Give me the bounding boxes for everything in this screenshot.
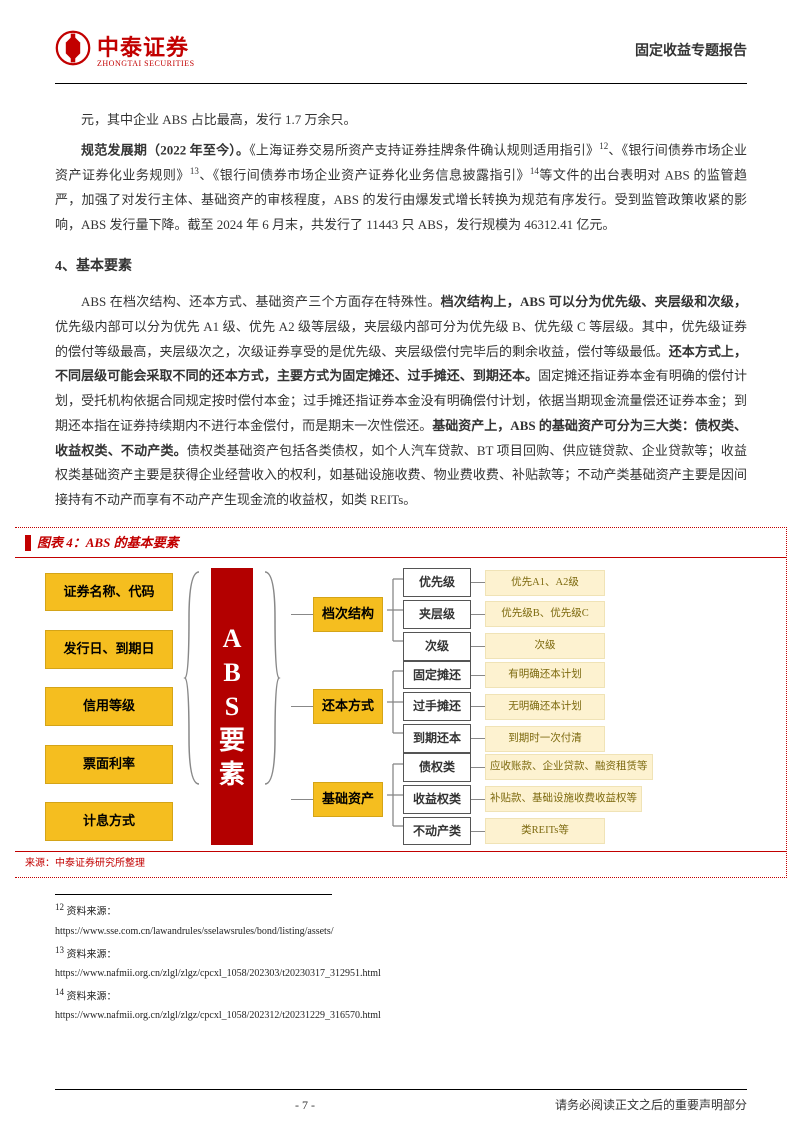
logo-cn-text: 中泰证券 — [97, 36, 195, 60]
sub-white-box: 债权类 — [403, 753, 471, 782]
category-group-0: 档次结构优先级优先A1、A2级夹层级优先级B、优先级C次级次级 — [291, 568, 778, 660]
brand-logo: 中泰证券 ZHONGTAI SECURITIES — [55, 30, 195, 75]
category-brace-icon — [387, 571, 403, 658]
sub-row: 不动产类类REITs等 — [403, 817, 653, 846]
sub-row: 夹层级优先级B、优先级C — [403, 600, 605, 629]
body-text: 元，其中企业 ABS 占比最高，发行 1.7 万余只。 规范发展期（2022 年… — [55, 108, 747, 513]
connector-line — [471, 767, 485, 768]
left-brace-icon — [183, 568, 201, 845]
sub-stack-0: 优先级优先A1、A2级夹层级优先级B、优先级C次级次级 — [403, 568, 605, 660]
category-group-2: 基础资产债权类应收账款、企业贷款、融资租赁等收益权类补贴款、基础设施收费收益权等… — [291, 753, 778, 845]
sub-row: 优先级优先A1、A2级 — [403, 568, 605, 597]
page-number: - 7 - — [295, 1094, 315, 1117]
para-2: 规范发展期（2022 年至今）。《上海证券交易所资产支持证券挂牌条件确认规则适用… — [55, 138, 747, 237]
sub-row: 到期还本到期时一次付清 — [403, 724, 605, 753]
page-footer: - 7 - 请务必阅读正文之后的重要声明部分 — [55, 1089, 747, 1117]
sub-row: 过手摊还无明确还本计划 — [403, 692, 605, 721]
figure-4: 图表 4：ABS 的基本要素 证券名称、代码发行日、到期日信用等级票面利率计息方… — [15, 527, 787, 879]
category-label-2: 基础资产 — [313, 782, 383, 817]
sub-row: 次级次级 — [403, 632, 605, 661]
section-heading-4: 4、基本要素 — [55, 254, 747, 281]
sub-beige-box: 有明确还本计划 — [485, 662, 605, 688]
figure-title: 图表 4：ABS 的基本要素 — [37, 531, 179, 556]
right-categories-col: 档次结构优先级优先A1、A2级夹层级优先级B、优先级C次级次级还本方式固定摊还有… — [291, 568, 778, 845]
sub-row: 收益权类补贴款、基础设施收费收益权等 — [403, 785, 653, 814]
figure-source: 来源：中泰证券研究所整理 — [15, 851, 786, 877]
sub-beige-box: 无明确还本计划 — [485, 694, 605, 720]
sub-beige-box: 补贴款、基础设施收费收益权等 — [485, 786, 642, 812]
footnote-14: 14 资料来源：https://www.nafmii.org.cn/zlgl/z… — [55, 984, 332, 1025]
sub-stack-1: 固定摊还有明确还本计划过手摊还无明确还本计划到期还本到期时一次付清 — [403, 661, 605, 753]
sub-beige-box: 优先A1、A2级 — [485, 570, 605, 596]
sub-beige-box: 优先级B、优先级C — [485, 601, 605, 627]
attr-box-3: 票面利率 — [45, 745, 173, 784]
connector-line — [471, 614, 485, 615]
logo-en-text: ZHONGTAI SECURITIES — [97, 60, 195, 69]
sub-white-box: 夹层级 — [403, 600, 471, 629]
connector-line — [471, 738, 485, 739]
title-accent-bar — [25, 535, 31, 551]
para-1: 元，其中企业 ABS 占比最高，发行 1.7 万余只。 — [55, 108, 747, 133]
category-label-0: 档次结构 — [313, 597, 383, 632]
category-group-1: 还本方式固定摊还有明确还本计划过手摊还无明确还本计划到期还本到期时一次付清 — [291, 661, 778, 753]
right-brace-icon — [263, 568, 281, 845]
category-label-1: 还本方式 — [313, 689, 383, 724]
connector-line — [471, 675, 485, 676]
sub-white-box: 不动产类 — [403, 817, 471, 846]
connector-line — [471, 831, 485, 832]
connector-line — [471, 646, 485, 647]
sub-stack-2: 债权类应收账款、企业贷款、融资租赁等收益权类补贴款、基础设施收费收益权等不动产类… — [403, 753, 653, 845]
connector-line — [291, 799, 313, 800]
sub-white-box: 过手摊还 — [403, 692, 471, 721]
para-3: ABS 在档次结构、还本方式、基础资产三个方面存在特殊性。档次结构上，ABS 可… — [55, 290, 747, 512]
sub-beige-box: 类REITs等 — [485, 818, 605, 844]
sub-white-box: 到期还本 — [403, 724, 471, 753]
sub-row: 债权类应收账款、企业贷款、融资租赁等 — [403, 753, 653, 782]
connector-line — [291, 706, 313, 707]
category-brace-icon — [387, 663, 403, 750]
page-header: 中泰证券 ZHONGTAI SECURITIES 固定收益专题报告 — [55, 30, 747, 84]
figure-title-row: 图表 4：ABS 的基本要素 — [15, 528, 786, 559]
connector-line — [291, 614, 313, 615]
sub-beige-box: 次级 — [485, 633, 605, 659]
sub-white-box: 固定摊还 — [403, 661, 471, 690]
sub-white-box: 次级 — [403, 632, 471, 661]
connector-line — [471, 799, 485, 800]
footnote-12: 12 资料来源：https://www.sse.com.cn/lawandrul… — [55, 899, 332, 940]
attr-box-4: 计息方式 — [45, 802, 173, 841]
spine-abs-elements: ABS要素 — [211, 568, 253, 845]
logo-icon — [55, 30, 91, 75]
footnotes: 12 资料来源：https://www.sse.com.cn/lawandrul… — [55, 894, 332, 1025]
left-attributes-col: 证券名称、代码发行日、到期日信用等级票面利率计息方式 — [45, 568, 173, 845]
category-brace-icon — [387, 756, 403, 843]
attr-box-2: 信用等级 — [45, 687, 173, 726]
sub-beige-box: 到期时一次付清 — [485, 726, 605, 752]
sub-white-box: 收益权类 — [403, 785, 471, 814]
attr-box-0: 证券名称、代码 — [45, 573, 173, 612]
sub-white-box: 优先级 — [403, 568, 471, 597]
connector-line — [471, 582, 485, 583]
connector-line — [471, 706, 485, 707]
sub-row: 固定摊还有明确还本计划 — [403, 661, 605, 690]
attr-box-1: 发行日、到期日 — [45, 630, 173, 669]
report-type: 固定收益专题报告 — [635, 39, 747, 66]
sub-beige-box: 应收账款、企业贷款、融资租赁等 — [485, 754, 653, 780]
footer-disclaimer: 请务必阅读正文之后的重要声明部分 — [555, 1094, 747, 1117]
footnote-13: 13 资料来源：https://www.nafmii.org.cn/zlgl/z… — [55, 942, 332, 983]
